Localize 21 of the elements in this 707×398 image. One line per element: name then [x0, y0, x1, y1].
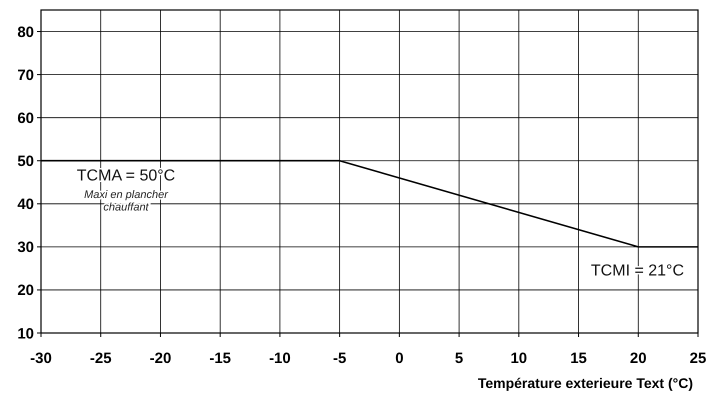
- y-tick-label: 40: [17, 196, 34, 214]
- x-tick-label: 20: [630, 350, 647, 367]
- x-tick-label: 10: [510, 350, 528, 367]
- x-tick-label: 25: [690, 350, 706, 367]
- y-tick-label: 50: [17, 152, 34, 170]
- y-tick-label: 30: [17, 239, 34, 256]
- y-tick-label: 10: [17, 325, 34, 342]
- x-tick-label: -20: [150, 350, 172, 367]
- x-tick-label: -5: [332, 350, 346, 367]
- x-tick-label: -30: [30, 350, 52, 367]
- y-tick-label: 70: [17, 66, 34, 84]
- x-tick-label: -25: [90, 350, 112, 367]
- x-tick-label: 5: [454, 350, 464, 367]
- y-tick-label: 20: [17, 282, 34, 300]
- x-tick-label: 15: [570, 350, 587, 367]
- x-axis-title: Température exterieure Text (°C): [478, 375, 693, 391]
- y-tick-label: 80: [17, 24, 34, 41]
- x-tick-label: -10: [269, 350, 291, 367]
- y-tick-label: 60: [17, 110, 34, 127]
- x-tick-label: 0: [395, 350, 404, 367]
- x-tick-label: -15: [209, 350, 232, 367]
